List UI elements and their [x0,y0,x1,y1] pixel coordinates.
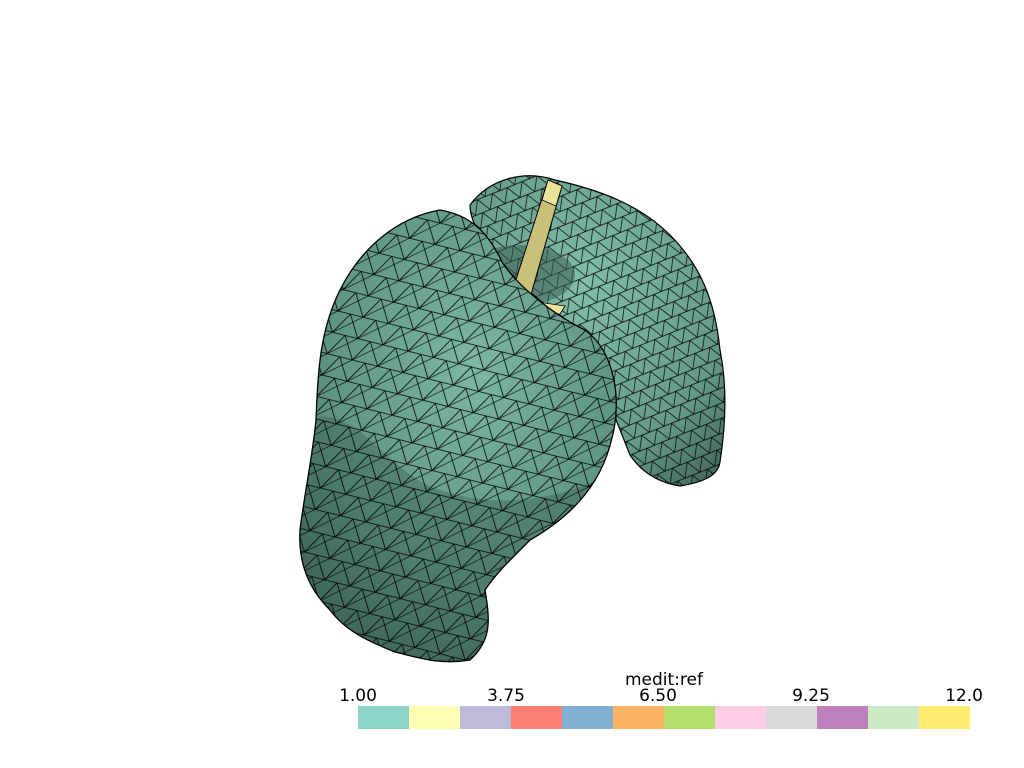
color-swatch [460,706,511,729]
color-swatch [409,706,460,729]
left-lobe [299,209,617,663]
tick-label: 3.75 [487,686,525,706]
color-swatch [358,706,409,729]
color-swatch [511,706,562,729]
color-swatch [919,706,970,729]
scalar-bar-legend: medit:ref 1.00 3.75 6.50 9.25 12.0 [339,668,983,730]
color-strip [358,706,970,729]
tick-label: 12.0 [945,686,983,706]
color-swatch [766,706,817,729]
scalar-bar-title: medit:ref [625,670,703,690]
color-swatch [868,706,919,729]
tick-label: 9.25 [792,686,830,706]
tick-label: 6.50 [639,686,677,706]
color-swatch [613,706,664,729]
color-swatch [664,706,715,729]
color-swatch [817,706,868,729]
tick-label: 1.00 [339,686,377,706]
color-swatch [562,706,613,729]
color-swatch [715,706,766,729]
